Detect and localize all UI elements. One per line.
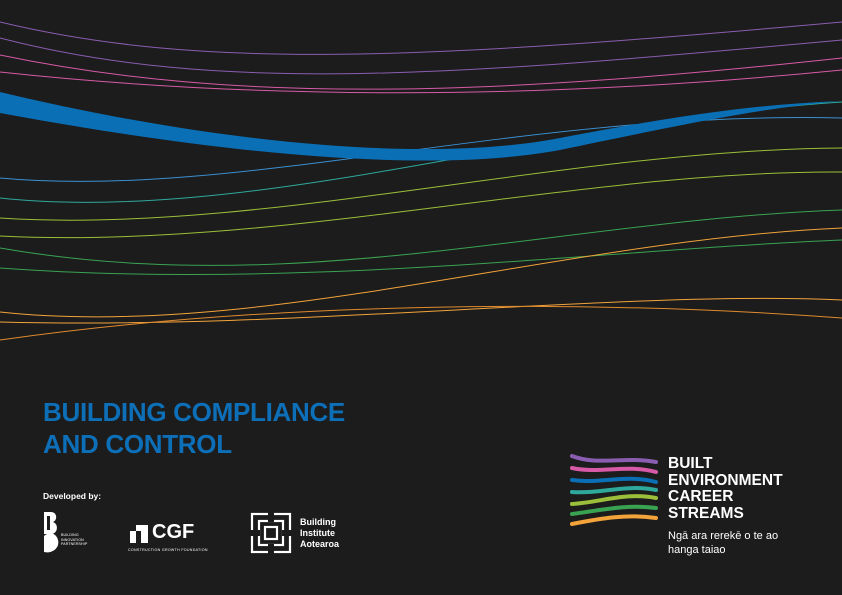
title-line-1: BUILDING COMPLIANCE: [43, 397, 345, 427]
wave-line-orange-2: [0, 297, 842, 324]
bia-line-3: Aotearoa: [300, 539, 340, 549]
cgf-logo-subtext: CONSTRUCTION GROWTH FOUNDATION: [128, 548, 208, 552]
stream-purple: [570, 454, 658, 464]
bip-logo-icon: [44, 512, 59, 553]
wave-line-pink-2: [0, 69, 842, 94]
stream-green: [570, 504, 658, 516]
wave-line-orange-3: [0, 305, 842, 341]
bip-logo-text: BUILDING INNOVATION PARTNERSHIP: [61, 533, 87, 547]
becs-title-line-4: STREAMS: [668, 504, 744, 522]
wave-band-blue: [0, 92, 842, 161]
becs-sub-line-1: Ngā ara rerekē o te ao: [668, 530, 779, 542]
stream-teal: [570, 486, 658, 495]
bip-line-2: INNOVATION: [61, 537, 84, 542]
career-streams-maori-subtitle: Ngā ara rerekē o te ao hanga taiao: [668, 529, 778, 557]
wave-line-purple-1: [0, 21, 842, 55]
cgf-logo: CGF CONSTRUCTION GROWTH FOUNDATION: [128, 521, 218, 555]
wave-line-orange-1: [0, 227, 842, 318]
becs-title-line-1: BUILT: [668, 455, 713, 472]
career-streams-title: BUILT ENVIRONMENT CAREER STREAMS: [668, 455, 783, 522]
wave-line-green-2: [0, 239, 842, 275]
becs-title-line-2: ENVIRONMENT: [668, 471, 783, 489]
becs-title-line-3: CAREER: [668, 488, 734, 505]
cgf-logo-text: CGF: [152, 521, 195, 543]
bip-line-3: PARTNERSHIP: [61, 542, 88, 547]
wave-line-purple-2: [0, 37, 842, 75]
stream-orange: [570, 514, 658, 526]
bia-logo-text: Building Institute Aotearoa: [300, 517, 339, 550]
cgf-logo-icon: [130, 525, 148, 543]
bip-logo: BUILDING INNOVATION PARTNERSHIP: [42, 510, 102, 554]
bip-line-1: BUILDING: [61, 533, 79, 537]
wave-line-olive-2: [0, 171, 842, 239]
bia-line-2: Institute: [300, 528, 335, 538]
decorative-wave-lines: [0, 21, 842, 341]
bia-logo-icon: [250, 512, 292, 554]
document-title: BUILDING COMPLIANCE AND CONTROL: [43, 396, 345, 460]
stream-blue: [570, 476, 658, 484]
developed-by-label: Developed by:: [43, 491, 102, 501]
wave-line-green-1: [0, 209, 842, 266]
career-streams-wave-icon: [570, 454, 658, 526]
wave-line-pink-1: [0, 54, 842, 90]
bia-line-1: Building: [300, 517, 336, 527]
bia-logo: Building Institute Aotearoa: [250, 512, 360, 554]
wave-line-olive-1: [0, 147, 842, 221]
becs-sub-line-2: hanga taiao: [668, 544, 726, 556]
stream-olive: [570, 494, 658, 506]
title-line-2: AND CONTROL: [43, 429, 232, 459]
stream-pink: [570, 466, 658, 474]
